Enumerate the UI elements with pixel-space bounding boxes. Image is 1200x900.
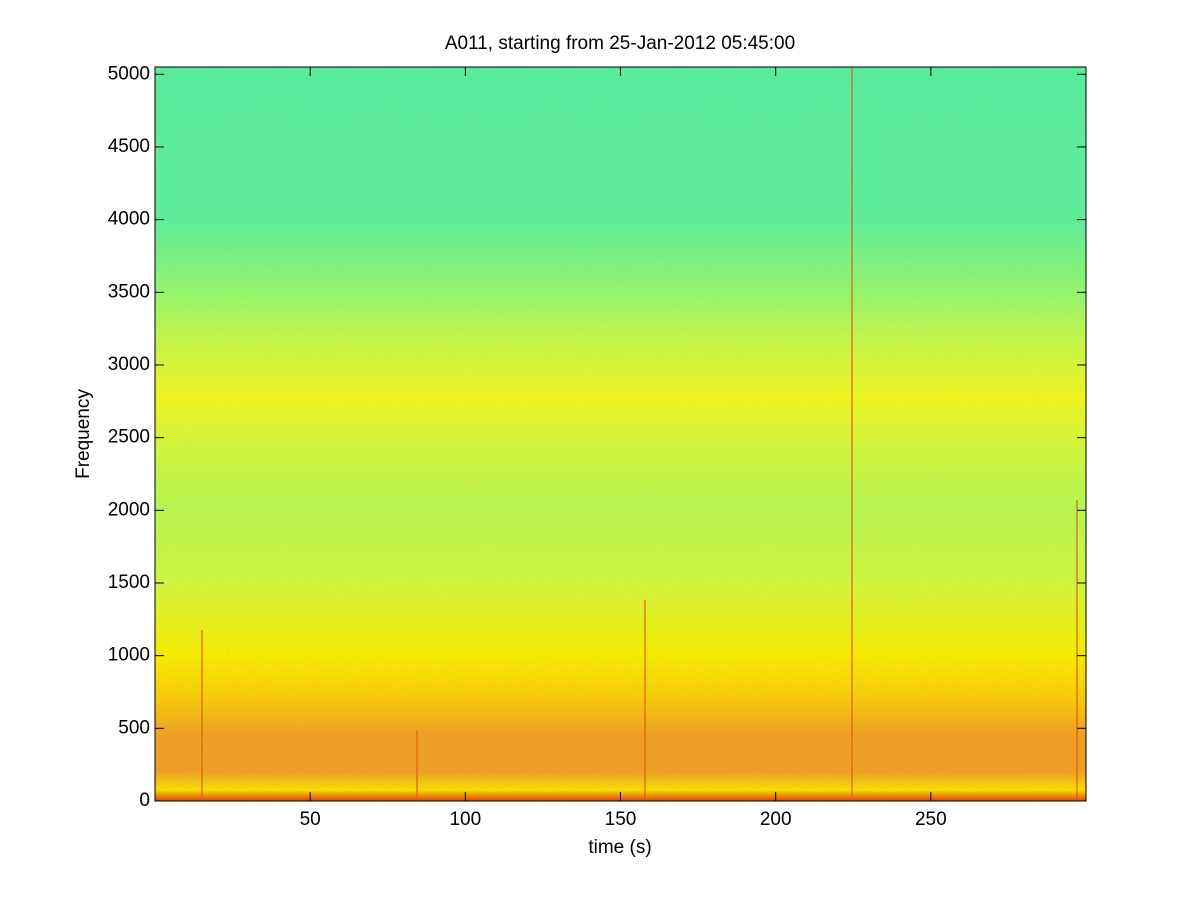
x-tick-label: 100: [449, 809, 481, 830]
y-tick-label: 0: [139, 790, 150, 811]
y-tick-label: 4000: [108, 209, 150, 230]
x-tick-label: 250: [915, 809, 947, 830]
chart-title: A011, starting from 25-Jan-2012 05:45:00: [445, 33, 795, 54]
y-axis-label: Frequency: [73, 389, 94, 479]
y-tick-label: 3000: [108, 354, 150, 375]
y-tick-label: 4500: [108, 136, 150, 157]
x-axis-label: time (s): [588, 837, 651, 858]
plot-area: [154, 66, 1087, 802]
y-tick-label: 2500: [108, 427, 150, 448]
y-tick-label: 3500: [108, 281, 150, 302]
spectrogram-texture: [155, 67, 1086, 801]
y-tick-label: 1000: [108, 645, 150, 666]
x-tick-label: 50: [300, 809, 321, 830]
y-tick-label: 2000: [108, 499, 150, 520]
x-tick-label: 200: [760, 809, 792, 830]
y-tick-label: 1500: [108, 572, 150, 593]
y-tick-label: 5000: [108, 63, 150, 84]
transient-lines: [201, 67, 1078, 801]
y-tick-label: 500: [118, 717, 150, 738]
x-tick-label: 150: [605, 809, 637, 830]
